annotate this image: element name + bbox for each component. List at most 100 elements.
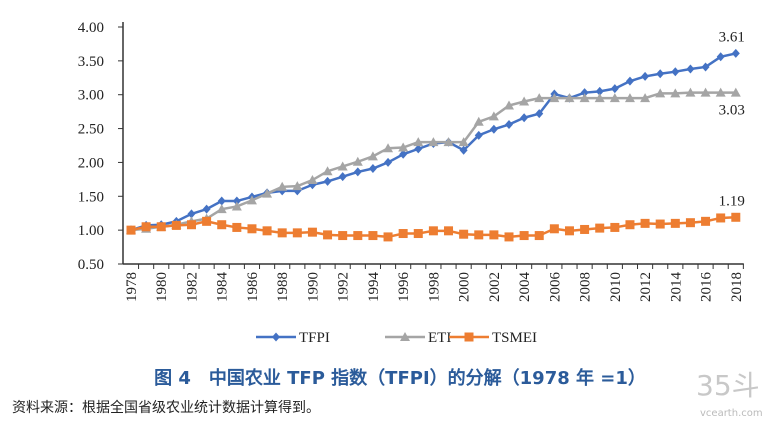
legend-label-eti: ETI bbox=[428, 330, 451, 346]
point-tsmei bbox=[610, 222, 620, 232]
point-eti bbox=[519, 96, 530, 106]
point-tfpi bbox=[595, 86, 604, 96]
point-tsmei bbox=[292, 228, 302, 238]
point-tsmei bbox=[580, 224, 590, 234]
point-eti bbox=[685, 87, 696, 97]
point-eti bbox=[352, 156, 363, 166]
point-tfpi bbox=[656, 69, 665, 79]
point-tfpi bbox=[701, 62, 710, 72]
legend-marker bbox=[464, 332, 474, 342]
data-label-eti: 3.03 bbox=[719, 103, 745, 119]
y-tick-label: 2.50 bbox=[78, 122, 104, 138]
y-tick-label: 1.50 bbox=[78, 189, 104, 205]
x-tick-label: 1986 bbox=[245, 272, 261, 303]
y-tick-label: 2.00 bbox=[78, 155, 104, 171]
y-tick-label: 3.00 bbox=[78, 88, 104, 104]
point-eti bbox=[624, 93, 635, 103]
point-tsmei bbox=[156, 222, 166, 232]
x-tick-label: 1998 bbox=[426, 272, 442, 302]
point-eti bbox=[413, 137, 424, 147]
x-tick-label: 1982 bbox=[184, 272, 200, 302]
point-tfpi bbox=[489, 124, 498, 134]
point-tfpi bbox=[671, 67, 680, 77]
point-tsmei bbox=[353, 231, 363, 241]
x-tick-label: 2002 bbox=[487, 272, 503, 302]
point-tsmei bbox=[474, 230, 484, 240]
x-tick-label: 1994 bbox=[366, 272, 382, 303]
point-tfpi bbox=[217, 196, 226, 206]
source-note: 资料来源：根据全国省级农业统计数据计算得到。 bbox=[12, 400, 320, 416]
point-eti bbox=[428, 137, 439, 147]
point-eti bbox=[307, 175, 318, 185]
point-tfpi bbox=[731, 48, 740, 58]
point-tsmei bbox=[232, 222, 242, 232]
x-tick-label: 2018 bbox=[729, 272, 745, 302]
point-eti bbox=[337, 161, 348, 171]
point-tsmei bbox=[444, 226, 454, 236]
point-eti bbox=[231, 201, 242, 211]
point-tsmei bbox=[126, 225, 136, 235]
point-tfpi bbox=[716, 52, 725, 62]
point-eti bbox=[277, 181, 288, 191]
data-label-tfpi: 3.61 bbox=[719, 29, 745, 45]
point-tfpi bbox=[625, 76, 634, 86]
point-tsmei bbox=[655, 219, 665, 229]
legend-label-tfpi: TFPI bbox=[299, 330, 330, 346]
point-tsmei bbox=[685, 218, 695, 228]
point-tfpi bbox=[323, 176, 332, 186]
point-tsmei bbox=[595, 223, 605, 233]
point-tsmei bbox=[171, 220, 181, 230]
x-tick-label: 2000 bbox=[457, 272, 473, 302]
legend-marker bbox=[400, 332, 410, 341]
point-tfpi bbox=[399, 149, 408, 159]
y-tick-label: 3.50 bbox=[78, 54, 104, 70]
point-eti bbox=[504, 100, 514, 110]
point-tfpi bbox=[686, 64, 695, 74]
y-tick-label: 1.00 bbox=[78, 223, 104, 239]
point-tsmei bbox=[670, 218, 680, 228]
point-tsmei bbox=[716, 213, 726, 223]
point-tfpi bbox=[202, 204, 211, 214]
x-tick-label: 1992 bbox=[336, 272, 352, 302]
point-eti bbox=[367, 151, 378, 161]
point-tfpi bbox=[520, 113, 529, 123]
legend-label-tsmei: TSMEI bbox=[492, 330, 537, 346]
point-tfpi bbox=[368, 164, 377, 174]
point-tfpi bbox=[384, 157, 393, 167]
point-tfpi bbox=[610, 84, 619, 94]
point-tsmei bbox=[202, 216, 212, 226]
watermark-logo: 35斗 bbox=[696, 369, 760, 402]
y-tick-label: 4.00 bbox=[78, 20, 104, 36]
point-tsmei bbox=[504, 232, 514, 242]
point-tsmei bbox=[277, 228, 287, 238]
point-eti bbox=[640, 93, 651, 103]
x-tick-label: 1984 bbox=[215, 272, 231, 303]
x-tick-label: 1988 bbox=[275, 272, 291, 302]
point-tsmei bbox=[731, 212, 741, 222]
point-tsmei bbox=[413, 229, 423, 239]
x-tick-label: 2014 bbox=[668, 272, 684, 303]
point-eti bbox=[443, 137, 454, 147]
point-eti bbox=[655, 88, 666, 98]
point-tsmei bbox=[383, 232, 393, 242]
point-eti bbox=[262, 188, 273, 198]
point-tsmei bbox=[398, 229, 408, 239]
point-eti bbox=[292, 181, 303, 191]
point-tsmei bbox=[564, 226, 574, 236]
point-tsmei bbox=[701, 216, 711, 226]
point-tsmei bbox=[489, 230, 499, 240]
x-tick-label: 2008 bbox=[578, 272, 594, 302]
point-tsmei bbox=[247, 224, 257, 234]
point-tsmei bbox=[307, 227, 317, 237]
point-eti bbox=[322, 166, 333, 176]
point-tfpi bbox=[641, 71, 650, 81]
point-tsmei bbox=[625, 220, 635, 230]
point-tsmei bbox=[323, 230, 333, 240]
point-eti bbox=[473, 116, 484, 126]
point-tsmei bbox=[428, 226, 438, 236]
x-tick-label: 1978 bbox=[124, 272, 140, 302]
point-tfpi bbox=[474, 130, 483, 140]
x-tick-label: 2016 bbox=[699, 272, 715, 303]
point-tfpi bbox=[505, 120, 513, 130]
